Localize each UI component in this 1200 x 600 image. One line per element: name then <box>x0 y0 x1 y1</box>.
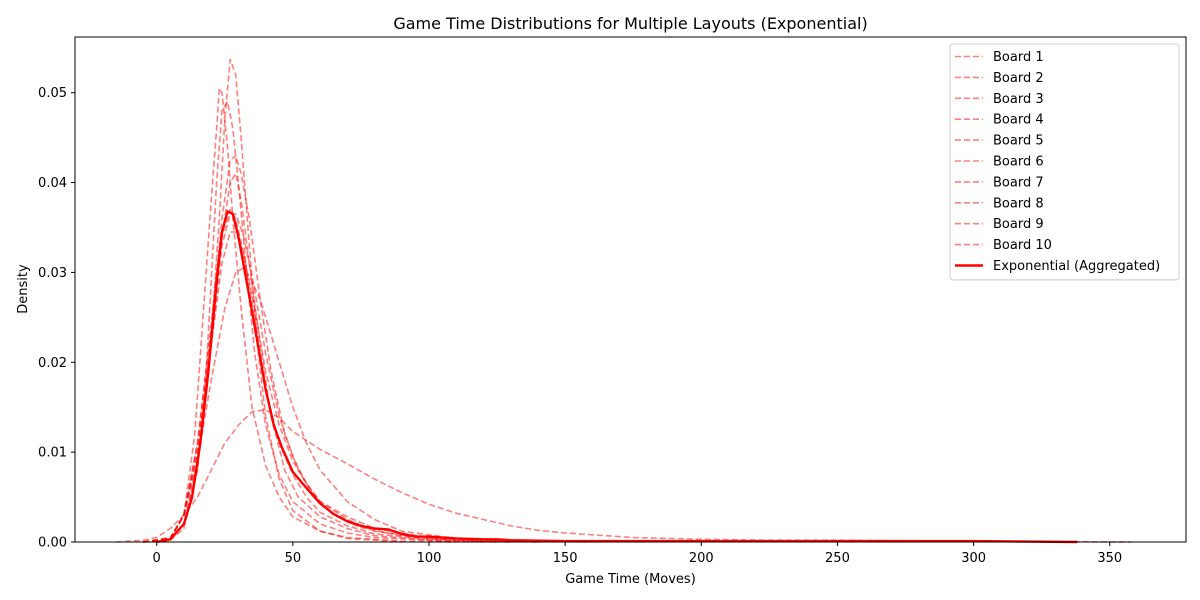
y-tick-label: 0.05 <box>38 86 67 101</box>
x-tick-label: 50 <box>285 551 302 566</box>
axis-ticks: 0 50 100 150 200 250 300 350 0.00 0.01 0.02 0.03 0.0… <box>38 86 1122 566</box>
series-line-board-7 <box>142 213 593 543</box>
legend: Board 1 Board 2 Board 3 Board 4 Board 5 Board… <box>949 43 1180 281</box>
series-line-board-6 <box>142 154 538 543</box>
legend-label: Board 6 <box>993 155 1044 170</box>
x-tick-label: 100 <box>417 551 442 566</box>
chart-title: Game Time Distributions for Multiple Lay… <box>393 14 867 33</box>
legend-label: Board 10 <box>993 238 1052 253</box>
series-line-board-3 <box>143 58 402 543</box>
x-tick-label: 300 <box>961 551 986 566</box>
legend-label: Board 2 <box>993 71 1044 86</box>
x-tick-label: 250 <box>825 551 850 566</box>
legend-label: Board 7 <box>993 175 1044 190</box>
legend-label: Exponential (Aggregated) <box>993 259 1160 274</box>
plot-frame <box>74 36 1187 543</box>
x-axis-label: Game Time (Moves) <box>565 572 696 587</box>
y-tick-label: 0.04 <box>38 176 67 191</box>
x-tick-label: 350 <box>1097 551 1122 566</box>
series-line-board-2 <box>143 87 457 543</box>
x-tick-label: 0 <box>153 551 161 566</box>
plot-area <box>115 58 1132 544</box>
legend-label: Board 9 <box>993 217 1044 232</box>
x-tick-label: 150 <box>553 551 578 566</box>
legend-box <box>949 43 1180 281</box>
legend-label: Board 8 <box>993 196 1044 211</box>
y-tick-label: 0.01 <box>38 446 67 461</box>
legend-label: Board 5 <box>993 134 1044 149</box>
y-tick-label: 0.02 <box>38 356 67 371</box>
series-line-board-9 <box>143 208 511 543</box>
series-line-board-10 <box>115 409 1132 543</box>
legend-label: Board 3 <box>993 92 1044 107</box>
legend-label: Board 4 <box>993 113 1044 128</box>
y-tick-label: 0.00 <box>38 536 67 551</box>
x-tick-label: 200 <box>689 551 714 566</box>
series-line-board-8 <box>142 267 538 543</box>
y-axis-label: Density <box>16 264 31 314</box>
y-tick-label: 0.03 <box>38 266 67 281</box>
legend-label: Board 1 <box>993 50 1044 65</box>
series-line-board-1 <box>143 100 498 543</box>
series-line-exponential-aggregated <box>156 210 1078 544</box>
